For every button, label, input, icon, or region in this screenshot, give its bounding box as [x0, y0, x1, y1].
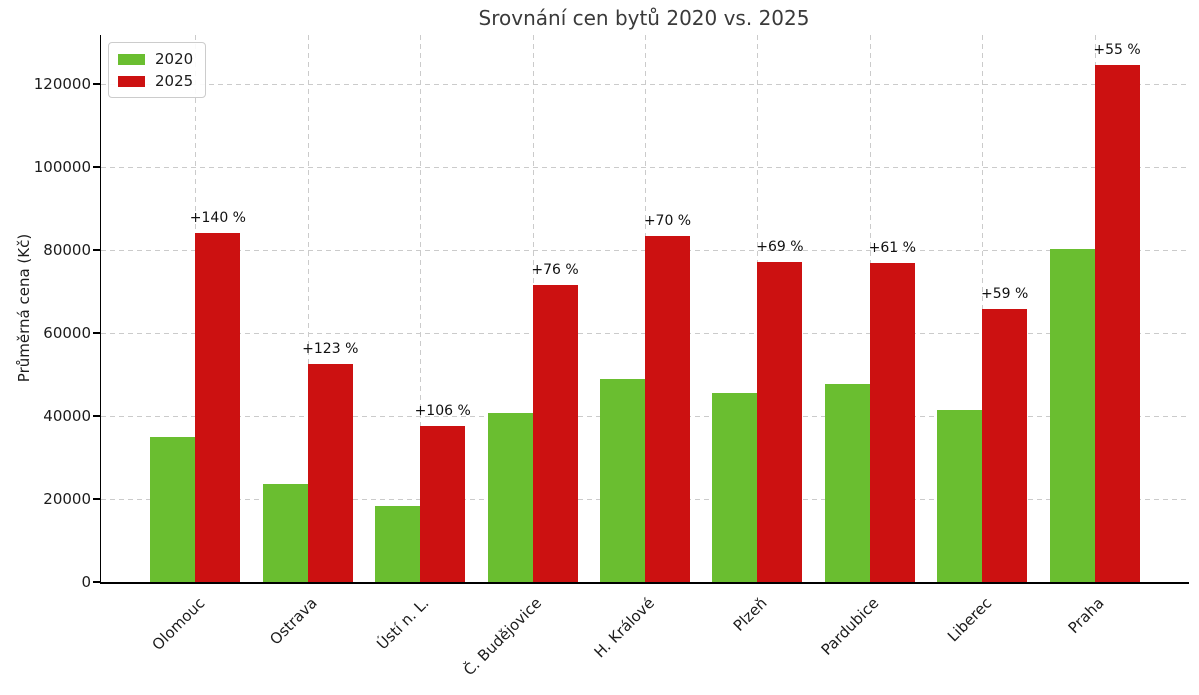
y-tick-mark	[93, 415, 100, 417]
bar-2020-5	[712, 392, 758, 582]
x-tick-label: Č. Budějovice	[460, 594, 546, 680]
y-tick-label: 0	[81, 573, 91, 591]
y-tick-mark	[93, 166, 100, 168]
y-axis-label: Průměrná cena (Kč)	[15, 233, 33, 383]
bar-2020-8	[1049, 248, 1095, 582]
y-tick-mark	[93, 581, 100, 583]
bar-2025-8	[1094, 65, 1140, 582]
legend-swatch-2020-icon	[118, 53, 145, 65]
legend: 2020 2025	[108, 42, 207, 98]
pct-label: +69 %	[756, 239, 804, 256]
pct-label: +55 %	[1093, 42, 1141, 59]
y-tick-mark	[93, 83, 100, 85]
chart-title: Srovnání cen bytů 2020 vs. 2025	[478, 6, 810, 30]
bar-2025-5	[757, 262, 803, 582]
y-tick-label: 100000	[33, 157, 91, 176]
bar-2020-3	[487, 413, 533, 582]
y-tick-label: 120000	[33, 74, 91, 93]
y-tick-label: 20000	[43, 489, 91, 508]
x-tick-label: Pardubice	[817, 594, 883, 659]
legend-item-2020: 2020	[118, 50, 193, 68]
x-tick-label: Olomouc	[148, 594, 209, 654]
bar-2025-6	[869, 263, 915, 582]
pct-label: +76 %	[531, 261, 579, 278]
x-tick-label: Plzeň	[729, 594, 771, 635]
pct-label: +106 %	[414, 402, 471, 419]
plot-area: 2020 2025 0 20000 40000 60000 80000 100000 120…	[34, 35, 1189, 679]
bar-2025-7	[982, 308, 1028, 582]
bar-2025-2	[420, 425, 466, 582]
bar-2025-1	[307, 363, 353, 582]
x-tick-label: Ostrava	[266, 594, 321, 649]
x-tick-label: Ústí n. L.	[373, 594, 433, 654]
bar-2025-3	[532, 284, 578, 582]
y-tick-label: 60000	[43, 323, 91, 342]
y-tick-mark	[93, 332, 100, 334]
y-tick-mark	[93, 498, 100, 500]
legend-label-2025: 2025	[155, 72, 194, 90]
v-gridline	[982, 35, 984, 582]
bar-2025-4	[645, 236, 690, 582]
pct-label: +59 %	[981, 285, 1029, 302]
v-gridline	[307, 35, 309, 582]
legend-swatch-2025-icon	[118, 75, 145, 87]
v-gridline	[420, 35, 422, 582]
y-tick-label: 80000	[43, 240, 91, 259]
legend-item-2025: 2025	[118, 72, 193, 90]
legend-label-2020: 2020	[155, 50, 194, 68]
bar-2020-7	[937, 410, 983, 582]
pct-label: +123 %	[302, 340, 359, 357]
y-tick-mark	[93, 249, 100, 251]
bar-2020-2	[375, 506, 421, 582]
bar-2020-6	[824, 384, 870, 582]
pct-label: +70 %	[643, 213, 692, 230]
x-tick-label: Liberec	[943, 594, 995, 646]
pct-label: +61 %	[868, 240, 916, 257]
bar-2025-0	[195, 233, 241, 582]
bar-2020-1	[262, 484, 308, 582]
y-tick-label: 40000	[43, 406, 91, 425]
x-tick-label: Praha	[1064, 594, 1108, 638]
bar-2020-4	[600, 378, 645, 582]
bar-2020-0	[150, 436, 196, 582]
x-tick-label: H. Králové	[590, 594, 658, 662]
pct-label: +140 %	[189, 210, 246, 227]
